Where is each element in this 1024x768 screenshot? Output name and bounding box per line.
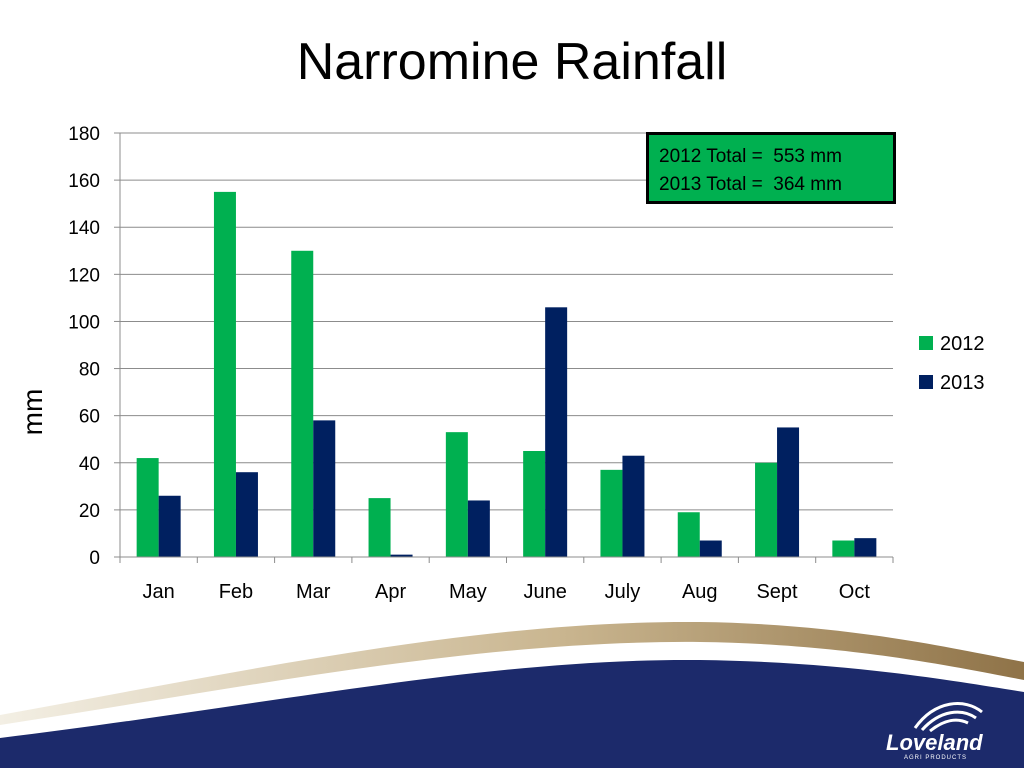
- bar-2012-oct: [832, 540, 855, 557]
- tick-labels: 0 20 40 60 80 100 120 140 160 180 Jan Feb Mar Apr May J…: [68, 124, 870, 603]
- x-tick-label: June: [523, 581, 566, 603]
- bar-2012-june: [523, 451, 546, 557]
- x-tick-label: Mar: [296, 581, 331, 603]
- bar-2012-apr: [368, 498, 391, 557]
- bars: [136, 191, 877, 557]
- x-tick-label: Aug: [682, 581, 718, 603]
- loveland-logo-icon: [913, 702, 983, 733]
- total-2012-text: 2012 Total = 553 mm: [659, 146, 842, 167]
- bar-2012-july: [600, 469, 623, 557]
- legend: 2012 2013: [919, 333, 985, 394]
- axes: [114, 132, 894, 563]
- bar-2012-mar: [291, 250, 314, 557]
- bar-chart: 0 20 40 60 80 100 120 140 160 180 Jan Feb Mar Apr May J…: [17, 124, 985, 603]
- legend-swatch-2012: [919, 336, 933, 350]
- bar-2012-aug: [677, 512, 700, 557]
- bar-2013-mar: [313, 420, 336, 557]
- footer-swoosh: [0, 621, 1024, 768]
- total-2013-text: 2013 Total = 364 mm: [659, 174, 842, 195]
- x-tick-label: Feb: [219, 581, 253, 603]
- x-tick-label: July: [605, 581, 641, 603]
- y-tick-label: 0: [89, 548, 100, 569]
- bar-2013-aug: [699, 540, 722, 557]
- bar-2012-feb: [213, 191, 236, 557]
- x-tick-label: Jan: [143, 581, 175, 603]
- y-tick-label: 160: [68, 171, 100, 192]
- bar-2013-may: [467, 500, 490, 557]
- legend-label-2013: 2013: [940, 372, 985, 394]
- bar-2013-june: [545, 307, 568, 557]
- bar-2012-may: [445, 432, 468, 557]
- totals-annotation-box: 2012 Total = 553 mm 2013 Total = 364 mm: [646, 132, 896, 204]
- logo-tagline: AGRI PRODUCTS: [904, 755, 968, 761]
- y-tick-label: 40: [79, 454, 100, 475]
- x-tick-label: May: [449, 581, 487, 603]
- bar-2013-july: [622, 455, 645, 557]
- y-axis-label: mm: [17, 389, 48, 436]
- y-tick-label: 60: [79, 407, 100, 428]
- y-tick-label: 20: [79, 501, 100, 522]
- y-tick-label: 180: [68, 124, 100, 145]
- bar-2013-jan: [158, 495, 181, 557]
- legend-label-2012: 2012: [940, 333, 985, 355]
- y-tick-label: 120: [68, 265, 100, 286]
- y-tick-label: 100: [68, 312, 100, 333]
- x-tick-label: Sept: [756, 581, 798, 603]
- y-tick-label: 80: [79, 360, 100, 381]
- bar-2013-feb: [235, 472, 258, 557]
- x-tick-label: Apr: [375, 581, 406, 603]
- bar-2013-sept: [777, 427, 800, 557]
- bar-2013-oct: [854, 538, 877, 557]
- bar-2012-jan: [136, 458, 159, 557]
- page-title: Narromine Rainfall: [296, 33, 728, 91]
- y-tick-label: 140: [68, 218, 100, 239]
- x-tick-label: Oct: [839, 581, 871, 603]
- bar-2012-sept: [755, 462, 778, 557]
- bar-2013-apr: [390, 554, 413, 557]
- footer-navy-band: [0, 659, 1024, 768]
- legend-swatch-2013: [919, 375, 933, 389]
- logo-wordmark: Loveland: [886, 730, 983, 755]
